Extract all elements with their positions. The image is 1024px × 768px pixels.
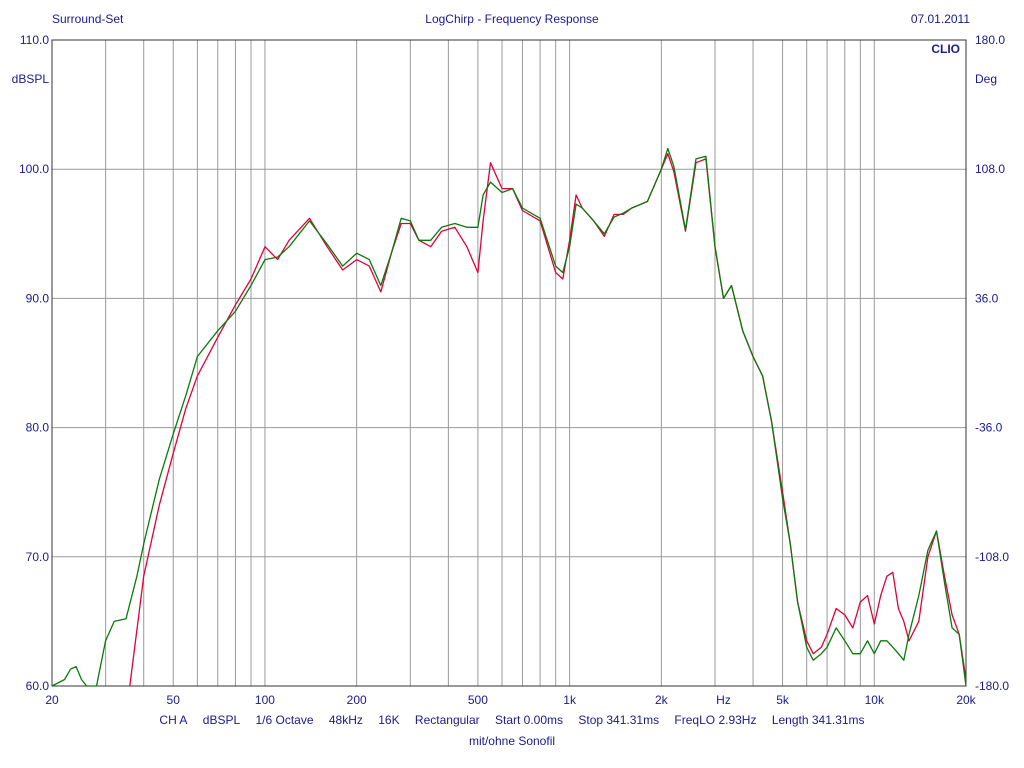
footer-item-start: Start 0.00ms: [494, 713, 564, 727]
y2-tick-label: -180.0: [975, 679, 1009, 693]
plot-frame: [51, 39, 967, 687]
y2-tick-label: 108.0: [975, 162, 1005, 176]
measurement-note: mit/ohne Sonofil: [468, 734, 556, 748]
y-tick-label: 100.0: [19, 162, 49, 176]
y-tick-label: 110.0: [20, 33, 49, 47]
x-tick-label: 200: [347, 693, 367, 707]
x-tick-label: 1k: [563, 693, 577, 707]
y2-axis-label: Deg: [975, 72, 997, 86]
x-tick-label: 2k: [655, 693, 669, 707]
footer-item-stop: Stop 341.31ms: [578, 713, 660, 727]
footer-item-smoothing: 1/6 Octave: [255, 713, 314, 727]
footer-item-freqlo: FreqLO 2.93Hz: [674, 713, 757, 727]
x-tick-label: 5k: [776, 693, 790, 707]
footer-item-length: Length 341.31ms: [771, 713, 865, 727]
chart-title: LogChirp - Frequency Response: [425, 12, 599, 26]
x-tick-label: 50: [167, 693, 181, 707]
y2-tick-label: -36.0: [975, 421, 1003, 435]
footer-item-window: Rectangular: [414, 713, 480, 727]
footer-item-size: 16K: [378, 713, 400, 727]
chart-date: 07.01.2011: [910, 12, 970, 26]
y-tick-label: 70.0: [26, 550, 50, 564]
y-tick-label: 90.0: [26, 291, 50, 305]
y2-tick-label: 36.0: [975, 291, 999, 305]
footer-item-samplerate: 48kHz: [328, 713, 363, 727]
series-line-2: [51, 147, 967, 687]
y-axis-label: dBSPL: [12, 72, 50, 86]
y2-tick-label: -108.0: [975, 550, 1009, 564]
x-tick-label: 20k: [956, 693, 976, 707]
clio-brand: CLIO: [931, 42, 960, 56]
x-tick-label: 100: [255, 693, 275, 707]
x-tick-label: 10k: [865, 693, 885, 707]
series-line-1: [129, 153, 967, 687]
x-tick-label: 500: [468, 693, 488, 707]
y-tick-label: 60.0: [26, 679, 50, 693]
x-axis-label: Hz: [716, 693, 731, 707]
measurement-settings: CH A dBSPL 1/6 Octave 48kHz 16K Rectangu…: [0, 713, 1024, 727]
y-tick-label: 80.0: [26, 421, 50, 435]
y2-tick-label: 180.0: [975, 33, 1005, 47]
x-tick-label: 20: [45, 693, 59, 707]
footer-item-unit: dBSPL: [202, 713, 241, 727]
footer-item-channel: CH A: [159, 713, 188, 727]
chart-set-name: Surround-Set: [52, 12, 124, 26]
